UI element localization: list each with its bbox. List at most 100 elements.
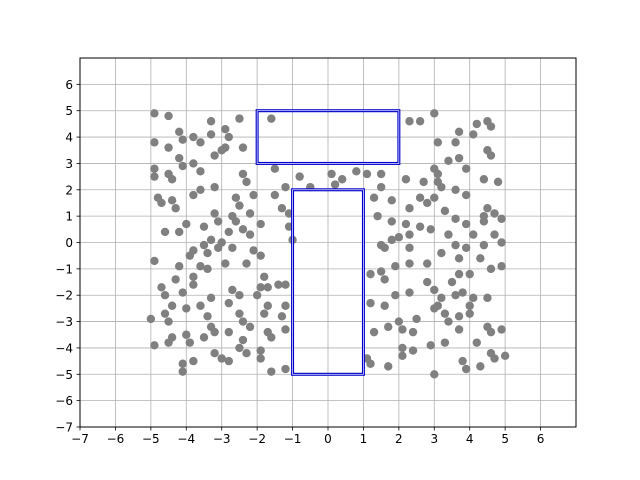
scatter-point — [380, 243, 389, 252]
scatter-point — [189, 356, 198, 366]
scatter-point — [472, 338, 481, 347]
scatter-point — [210, 209, 219, 218]
scatter-point — [408, 327, 418, 337]
scatter-point — [157, 198, 166, 208]
x-axis-ticks: −7 −6 −5 −4 −3 −2 −1 0 1 2 3 4 5 6 — [71, 427, 544, 446]
scatter-point — [157, 283, 166, 292]
scatter-point — [366, 298, 375, 308]
scatter-point — [472, 119, 481, 129]
scatter-point — [235, 291, 244, 300]
scatter-point — [465, 269, 474, 279]
scatter-point — [167, 301, 177, 310]
scatter-point — [451, 291, 460, 300]
scatter-point — [423, 198, 432, 208]
scatter-point — [369, 193, 379, 202]
scatter-point — [277, 312, 287, 321]
y-tick-label: 6 — [65, 78, 73, 92]
scatter-point — [238, 317, 248, 326]
scatter-point — [500, 351, 510, 361]
scatter-point — [150, 341, 159, 350]
scatter-point — [167, 175, 177, 184]
scatter-point — [423, 259, 432, 268]
scatter-point — [405, 117, 414, 126]
scatter-point — [231, 193, 241, 202]
scatter-point — [391, 262, 400, 271]
scatter-point — [486, 151, 496, 160]
scatter-point — [171, 275, 180, 284]
scatter-point — [405, 288, 414, 297]
scatter-point — [277, 204, 287, 213]
scatter-point — [281, 325, 290, 334]
y-tick-label: 2 — [65, 183, 73, 197]
scatter-point — [440, 338, 450, 347]
scatter-point — [366, 359, 375, 368]
scatter-point — [490, 354, 499, 363]
scatter-point — [256, 346, 265, 355]
scatter-point — [405, 204, 414, 213]
scatter-point — [454, 312, 464, 321]
scatter-point — [440, 309, 450, 318]
scatter-point — [433, 169, 443, 179]
highlight-rectangles — [255, 109, 401, 376]
scatter-point — [476, 362, 485, 371]
scatter-point — [486, 327, 496, 337]
scatter-point — [398, 351, 407, 361]
scatter-point — [178, 288, 187, 297]
scatter-point — [270, 190, 280, 200]
scatter-point — [486, 122, 496, 131]
x-tick-label: −5 — [142, 432, 160, 446]
scatter-point — [451, 138, 460, 147]
scatter-point — [252, 291, 262, 300]
scatter-point — [430, 193, 439, 202]
scatter-point — [206, 130, 216, 139]
scatter-point — [235, 343, 244, 353]
y-tick-label: 3 — [65, 157, 73, 171]
scatter-point — [167, 196, 177, 205]
scatter-point — [217, 354, 226, 363]
scatter-point — [412, 314, 421, 324]
scatter-point — [394, 233, 404, 242]
scatter-point — [376, 182, 386, 192]
scatter-point — [405, 230, 414, 239]
scatter-point — [164, 317, 173, 326]
scatter-point — [203, 312, 212, 321]
scatter-point — [497, 325, 506, 334]
scatter-point — [242, 177, 251, 187]
scatter-point — [461, 243, 471, 252]
scatter-point — [150, 256, 159, 266]
scatter-point — [461, 364, 471, 374]
scatter-point — [249, 190, 258, 200]
scatter-point — [419, 177, 428, 187]
scatter-point — [224, 356, 233, 366]
scatter-point — [458, 356, 467, 366]
scatter-point — [189, 190, 198, 200]
scatter-point — [238, 225, 248, 234]
scatter-point — [426, 225, 435, 234]
scatter-point — [430, 304, 439, 313]
scatter-point — [454, 325, 464, 334]
scatter-point — [238, 143, 248, 152]
scatter-point — [199, 240, 209, 250]
scatter-point — [430, 109, 439, 118]
scatter-point — [210, 327, 219, 337]
scatter-point — [398, 343, 407, 353]
scatter-point — [327, 169, 336, 179]
scatter-point — [405, 259, 414, 268]
scatter-point — [196, 167, 205, 176]
scatter-point — [461, 219, 471, 229]
scatter-point — [366, 269, 375, 279]
scatter-point — [274, 280, 283, 289]
x-tick-label: −3 — [213, 432, 231, 446]
scatter-point — [238, 335, 248, 345]
scatter-point — [270, 164, 280, 173]
scatter-point — [337, 175, 347, 184]
scatter-point — [221, 124, 230, 134]
scatter-point — [203, 248, 212, 258]
y-tick-label: −1 — [55, 262, 73, 276]
scatter-point — [384, 362, 393, 371]
x-tick-label: 6 — [537, 432, 545, 446]
scatter-point — [401, 219, 411, 229]
scatter-point — [479, 217, 489, 226]
x-tick-label: −6 — [107, 432, 125, 446]
scatter-point — [497, 262, 506, 271]
